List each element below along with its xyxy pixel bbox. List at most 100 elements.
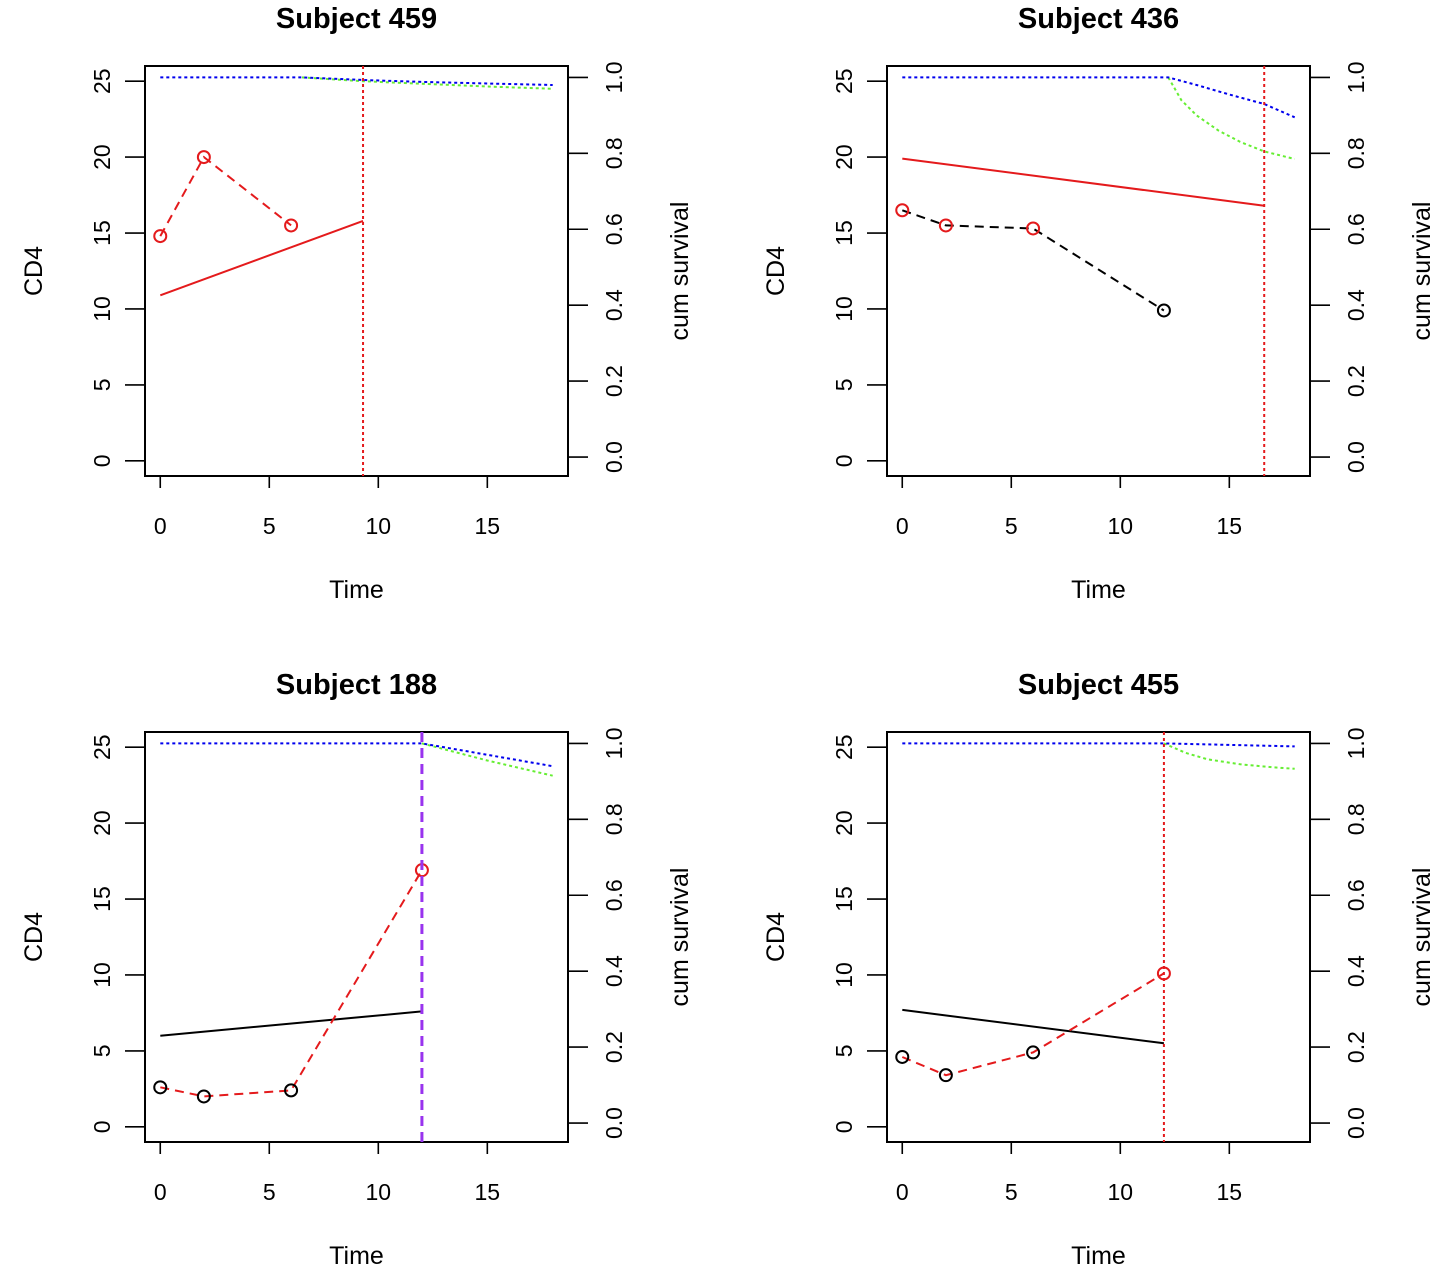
- x-tick-label: 0: [896, 513, 909, 539]
- y-tick-label: 25: [831, 734, 857, 760]
- y-tick-label: 15: [89, 220, 115, 246]
- y-right-tick-label: 0.2: [1343, 1031, 1369, 1063]
- plot-frame: [144, 65, 569, 477]
- survival-curve-green: [1167, 76, 1295, 160]
- x-tick-label: 15: [475, 513, 501, 539]
- x-tick-label: 5: [1005, 1179, 1018, 1205]
- x-axis-label: Time: [1071, 1242, 1126, 1270]
- y-right-axis-label: cum survival: [1408, 868, 1436, 1007]
- x-tick-label: 5: [263, 513, 276, 539]
- y-tick-label: 10: [831, 296, 857, 322]
- survival-curve-blue: [902, 742, 1295, 748]
- x-tick-label: 0: [154, 1179, 167, 1205]
- x-tick-label: 5: [263, 1179, 276, 1205]
- observed-point: [153, 1080, 168, 1095]
- x-axis-label: Time: [1071, 576, 1126, 604]
- x-tick-label: 15: [475, 1179, 501, 1205]
- x-tick-label: 0: [896, 1179, 909, 1205]
- y-tick-label: 10: [89, 296, 115, 322]
- y-axis-label: CD4: [20, 912, 48, 962]
- y-tick-label: 20: [831, 810, 857, 836]
- x-tick-label: 10: [1108, 1179, 1134, 1205]
- observed-point: [938, 1068, 953, 1083]
- y-right-tick-label: 1.0: [1343, 61, 1369, 93]
- observed-line: [901, 972, 1165, 1077]
- chart-title: Subject 455: [1018, 669, 1179, 701]
- chart-title: Subject 459: [276, 3, 437, 35]
- y-right-tick-label: 0.2: [601, 1031, 627, 1063]
- observed-point: [1026, 221, 1041, 236]
- y-right-tick-label: 0.4: [601, 289, 627, 321]
- observed-point: [1156, 303, 1171, 318]
- survival-curve-blue: [902, 76, 1296, 119]
- y-right-tick-label: 0.2: [601, 365, 627, 397]
- x-tick-label: 10: [1108, 513, 1134, 539]
- fitted-line: [902, 157, 1265, 207]
- plot-frame: [886, 65, 1311, 477]
- observed-point: [196, 150, 211, 165]
- fitted-line: [159, 219, 364, 297]
- y-tick-label: 20: [89, 810, 115, 836]
- y-tick-label: 20: [89, 144, 115, 170]
- observed-point: [284, 1083, 299, 1098]
- y-right-tick-label: 0.6: [1343, 213, 1369, 245]
- plot-frame: [886, 731, 1311, 1143]
- x-tick-label: 0: [154, 513, 167, 539]
- x-axis-label: Time: [329, 1242, 384, 1270]
- panel-2: Subject 436 0 5 10 15 0 5 10 15 20 25 0.0 0.2 0.4 0.6 0…: [762, 3, 1436, 604]
- y-right-axis-label: cum survival: [666, 868, 694, 1007]
- y-right-axis-label: cum survival: [666, 202, 694, 341]
- observed-point: [153, 229, 168, 244]
- panel-3: Subject 188 0 5 10 15 0 5 10 15 20 25 0.0 0.2 0.4 0.6 0…: [20, 669, 694, 1270]
- y-tick-label: 15: [831, 220, 857, 246]
- y-tick-label: 0: [831, 454, 857, 467]
- y-tick-label: 5: [89, 1044, 115, 1057]
- y-right-tick-label: 0.2: [1343, 365, 1369, 397]
- observed-point: [938, 218, 953, 233]
- observed-line: [159, 155, 292, 237]
- y-tick-label: 5: [831, 378, 857, 391]
- panel-1: Subject 459 0 5 10 15 0 5 10 15 20 25 0.0 0.2 0.4 0.6 0…: [20, 3, 694, 604]
- observed-point: [895, 1049, 910, 1064]
- y-right-tick-label: 0.6: [601, 213, 627, 245]
- y-tick-label: 5: [831, 1044, 857, 1057]
- chart-title: Subject 436: [1018, 3, 1179, 35]
- y-right-tick-label: 0.6: [601, 879, 627, 911]
- fitted-line: [160, 1010, 422, 1037]
- y-right-tick-label: 0.0: [601, 441, 627, 473]
- y-right-tick-label: 0.8: [601, 137, 627, 169]
- y-tick-label: 10: [831, 962, 857, 988]
- y-right-tick-label: 0.4: [1343, 955, 1369, 987]
- x-tick-label: 5: [1005, 513, 1018, 539]
- panel-4: Subject 455 0 5 10 15 0 5 10 15 20 25 0.0 0.2 0.4 0.6 0…: [762, 669, 1436, 1270]
- x-tick-label: 15: [1217, 1179, 1243, 1205]
- fitted-line: [902, 1008, 1165, 1045]
- y-right-tick-label: 0.8: [1343, 803, 1369, 835]
- observed-line: [160, 869, 423, 1098]
- y-tick-label: 5: [89, 378, 115, 391]
- observed-line: [901, 209, 1165, 312]
- y-tick-label: 0: [89, 1120, 115, 1133]
- observed-point: [895, 203, 910, 218]
- y-right-tick-label: 1.0: [601, 61, 627, 93]
- x-tick-label: 15: [1217, 513, 1243, 539]
- y-tick-label: 15: [89, 886, 115, 912]
- y-tick-label: 25: [89, 68, 115, 94]
- y-tick-label: 0: [89, 454, 115, 467]
- chart-title: Subject 188: [276, 669, 437, 701]
- y-tick-label: 0: [831, 1120, 857, 1133]
- x-axis-label: Time: [329, 576, 384, 604]
- y-axis-label: CD4: [762, 912, 790, 962]
- y-tick-label: 15: [831, 886, 857, 912]
- observed-point: [1026, 1045, 1041, 1060]
- y-right-tick-label: 0.0: [1343, 1107, 1369, 1139]
- y-tick-label: 10: [89, 962, 115, 988]
- survival-curve-green: [1163, 742, 1295, 770]
- x-tick-label: 10: [366, 513, 392, 539]
- y-right-tick-label: 0.6: [1343, 879, 1369, 911]
- y-axis-label: CD4: [20, 246, 48, 296]
- y-right-tick-label: 0.4: [1343, 289, 1369, 321]
- survival-curve-green: [301, 76, 553, 90]
- y-right-tick-label: 1.0: [601, 727, 627, 759]
